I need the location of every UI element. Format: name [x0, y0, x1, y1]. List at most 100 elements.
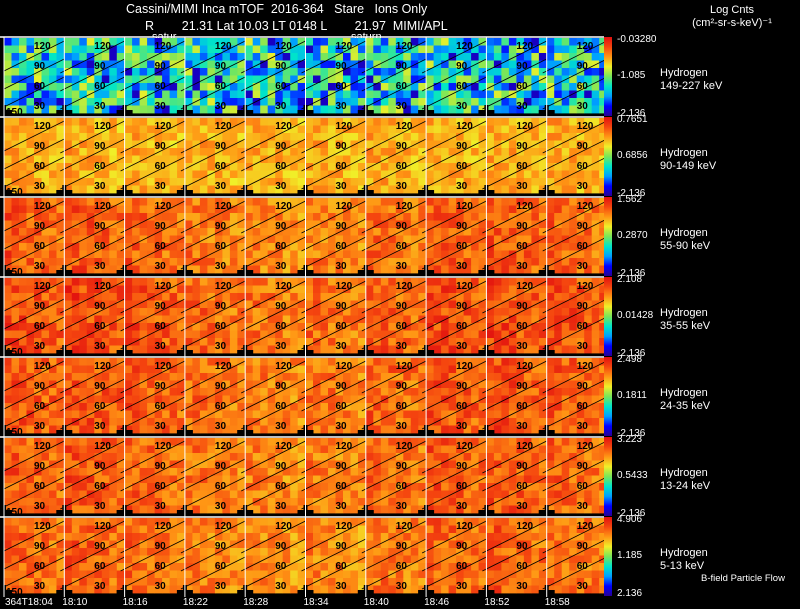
heat-cell [456, 118, 464, 126]
heat-cell [41, 300, 50, 309]
heat-cell [267, 418, 276, 426]
heat-cell [26, 170, 35, 179]
heat-cell [478, 338, 487, 346]
heat-cell [388, 425, 397, 434]
heat-cell [388, 475, 397, 484]
heat-cell [154, 133, 163, 141]
heat-cell [199, 45, 208, 54]
heat-cell [418, 438, 427, 446]
heat-cell [19, 250, 27, 259]
heat-cell [207, 365, 216, 374]
heat-cell [320, 258, 329, 266]
heat-cell [252, 338, 261, 346]
heat-cell [64, 365, 73, 374]
heat-cell [463, 198, 472, 206]
heat-cell [207, 418, 216, 426]
heat-cell [169, 278, 178, 286]
heat-cell [516, 133, 525, 141]
heat-cell [49, 323, 57, 331]
heat-cell [358, 170, 366, 179]
heat-cell [373, 250, 382, 259]
heat-cell [486, 75, 495, 84]
heat-cell [56, 213, 65, 221]
heat-cell [275, 133, 284, 141]
heat-cell [290, 118, 299, 126]
heat-cell [508, 45, 517, 54]
heat-cell [11, 265, 20, 274]
heat-cell [373, 228, 382, 236]
heat-cell [365, 118, 374, 126]
heat-cell [320, 410, 329, 419]
heat-cell [86, 483, 95, 491]
heat-cell [463, 68, 472, 76]
contour-line [60, 74, 129, 110]
heat-cell [267, 228, 276, 236]
heat-cell [169, 105, 178, 114]
heat-cell [456, 235, 464, 244]
heat-cell [584, 205, 593, 214]
heat-cell [297, 453, 306, 461]
contour-line [241, 118, 310, 154]
heat-cell [441, 243, 449, 251]
heat-cell [79, 438, 88, 446]
heat-cell [11, 345, 20, 354]
heat-cell [162, 133, 170, 141]
heat-cell [584, 83, 593, 91]
heat-cell [328, 155, 336, 164]
heat-cell [49, 338, 57, 346]
contour-line [180, 216, 250, 252]
heat-cell [380, 338, 389, 346]
heat-cell [11, 178, 20, 186]
heat-cell [132, 220, 140, 229]
heat-cell [162, 345, 170, 354]
heat-cell [456, 365, 464, 374]
heat-cell [546, 205, 555, 214]
heat-cell [116, 445, 125, 454]
heat-cell [569, 330, 578, 339]
heat-cell [260, 380, 269, 389]
heat-cell [343, 278, 351, 286]
heat-cell [260, 490, 269, 499]
heat-cell [418, 68, 427, 76]
heat-cell [64, 453, 73, 461]
heat-cell [395, 235, 404, 244]
heat-cell [456, 278, 464, 286]
heat-cell [101, 460, 110, 469]
contour-line [361, 314, 431, 350]
heat-cell [4, 148, 12, 156]
heat-cell [478, 300, 487, 309]
heat-cell [358, 140, 366, 149]
heat-cell [154, 475, 163, 484]
heat-cell [49, 315, 57, 324]
heat-cell [162, 460, 170, 469]
heat-cell [192, 75, 201, 84]
heat-cell [441, 338, 449, 346]
heat-cell [569, 205, 578, 214]
heat-cell [380, 460, 389, 469]
heat-cell [79, 498, 88, 506]
heat-cell [162, 83, 170, 91]
heat-cell [501, 278, 510, 286]
heat-cell [260, 125, 269, 134]
heat-cell [124, 53, 133, 61]
heat-cell [222, 250, 231, 259]
heat-cell [335, 60, 344, 69]
heat-cell [147, 445, 155, 454]
contour-label: 30 [456, 341, 468, 352]
heat-cell [418, 388, 427, 396]
heat-cell [267, 90, 276, 99]
heat-cell [388, 323, 397, 331]
heat-cell [184, 315, 193, 324]
heat-cell [275, 75, 284, 84]
heat-cell [101, 178, 110, 186]
heat-cell [147, 133, 155, 141]
contour-label: 30 [516, 421, 528, 432]
heat-cell [267, 140, 276, 149]
heat-cell [365, 380, 374, 389]
contour-line [542, 318, 604, 350]
heat-cell [267, 293, 276, 301]
contour-line [241, 314, 310, 350]
heat-cell [380, 345, 389, 354]
heat-cell [192, 418, 201, 426]
heat-cell [426, 395, 434, 404]
